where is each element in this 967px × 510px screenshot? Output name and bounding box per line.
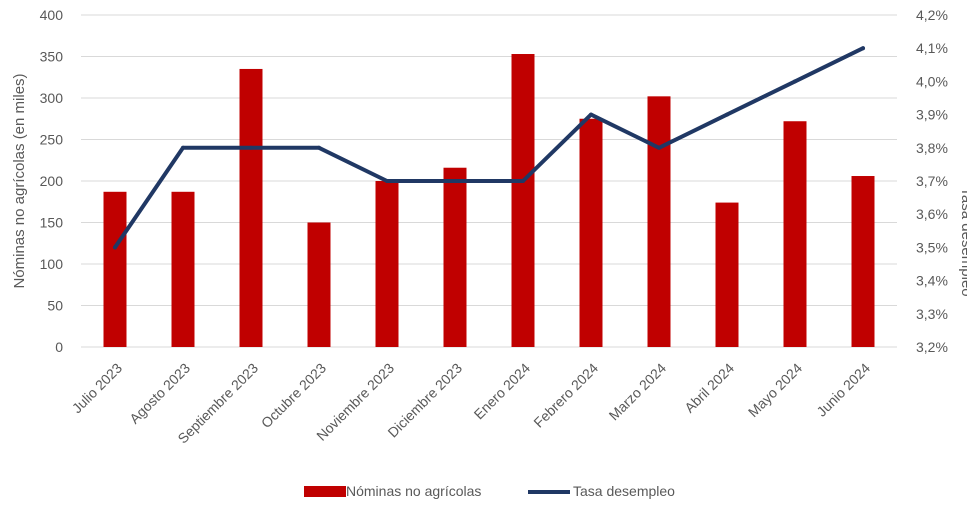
bar-series [103, 54, 875, 348]
line-point [521, 179, 525, 183]
y-tick-label: 0 [55, 339, 63, 355]
x-tick-label: Abril 2024 [681, 360, 737, 416]
line-point [861, 46, 865, 51]
left-axis-ticks: 0 50 100 150 200 250 300 350 400 [40, 7, 64, 355]
y-right-tick-label: 3,8% [916, 140, 948, 156]
bar [783, 121, 807, 348]
line-series [113, 46, 865, 250]
legend-swatch-bars [304, 486, 346, 497]
y-tick-label: 400 [40, 7, 64, 23]
y-tick-label: 250 [40, 132, 64, 148]
y-right-tick-label: 3,9% [916, 107, 948, 123]
line-point [589, 112, 593, 117]
y-axis-right-title: Tasa desempleo [958, 187, 967, 296]
bar [171, 191, 195, 347]
y-tick-label: 200 [40, 173, 64, 189]
legend: Nóminas no agrícolas Tasa desempleo [304, 483, 675, 499]
legend-label-bars: Nóminas no agrícolas [346, 483, 481, 499]
y-tick-label: 100 [40, 256, 64, 272]
bar [375, 181, 399, 347]
y-right-tick-label: 3,2% [916, 339, 948, 355]
x-tick-label: Junio 2024 [813, 360, 873, 420]
right-axis-ticks: 3,2% 3,3% 3,4% 3,5% 3,6% 3,7% 3,8% 3,9% 4,0% 4,1%… [916, 7, 948, 355]
bar [579, 118, 603, 347]
line-point [317, 145, 321, 150]
legend-label-line: Tasa desempleo [573, 483, 675, 499]
bar [851, 176, 875, 347]
line-path [113, 46, 865, 250]
y-right-tick-label: 4,2% [916, 7, 948, 23]
y-right-tick-label: 4,1% [916, 40, 948, 56]
bar [103, 191, 127, 347]
line-point [793, 79, 797, 84]
y-right-tick-label: 3,5% [916, 239, 948, 255]
x-tick-label: Mayo 2024 [745, 360, 805, 420]
x-tick-label: Marzo 2024 [606, 360, 670, 424]
bar [443, 167, 467, 347]
x-tick-label: Febrero 2024 [530, 360, 601, 431]
bar [647, 96, 671, 347]
bar [715, 202, 739, 347]
x-tick-label: Agosto 2023 [126, 360, 193, 427]
line-point [657, 145, 661, 150]
y-tick-label: 350 [40, 49, 64, 65]
x-tick-label: Enero 2024 [471, 360, 534, 423]
line-point [385, 179, 389, 183]
y-right-tick-label: 3,7% [916, 173, 948, 189]
y-tick-label: 50 [47, 298, 63, 314]
y-right-tick-label: 4,0% [916, 73, 948, 89]
line-point [725, 112, 729, 117]
x-tick-label: Julio 2023 [69, 360, 126, 417]
line-point [181, 145, 185, 150]
y-right-tick-label: 3,4% [916, 273, 948, 289]
y-axis-title: Nóminas no agrícolas (en miles) [11, 73, 28, 288]
x-tick-label: Diciembre 2023 [384, 360, 465, 441]
line-point [453, 179, 457, 183]
y-tick-label: 150 [40, 215, 64, 231]
line-point [113, 245, 117, 250]
y-right-tick-label: 3,3% [916, 306, 948, 322]
y-tick-label: 300 [40, 90, 64, 106]
bar [307, 222, 331, 347]
x-tick-label: Octubre 2023 [258, 360, 329, 431]
bar [511, 54, 535, 347]
bar [239, 68, 263, 347]
y-right-tick-label: 3,6% [916, 206, 948, 222]
line-point [249, 145, 253, 150]
